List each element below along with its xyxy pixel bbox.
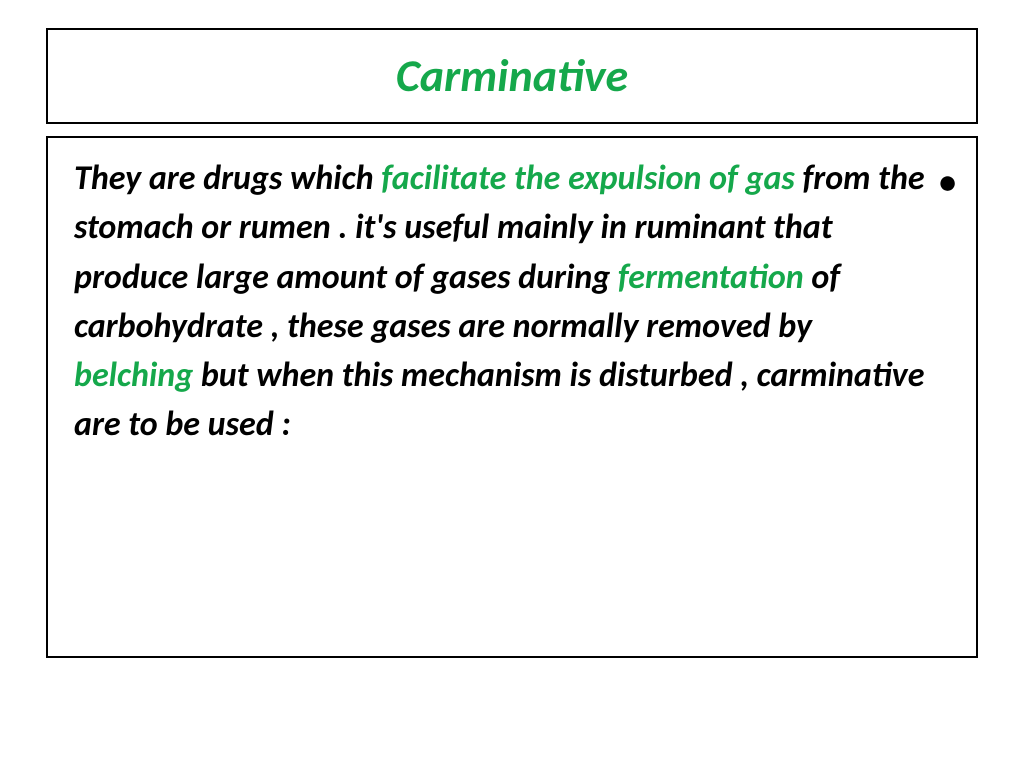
highlight-text: belching: [74, 355, 201, 396]
highlight-text: fermentation: [618, 257, 811, 298]
body-text-segment: They are drugs which: [74, 158, 381, 199]
body-box: They are drugs which facilitate the expu…: [46, 136, 978, 658]
body-paragraph: They are drugs which facilitate the expu…: [74, 154, 932, 616]
body-text-segment: but when this mechanism is disturbed , c…: [74, 355, 924, 445]
title-box: Carminative: [46, 28, 978, 124]
bullet-marker: •: [932, 154, 956, 616]
slide-title: Carminative: [58, 48, 966, 104]
highlight-text: facilitate the expulsion of gas: [381, 158, 802, 199]
